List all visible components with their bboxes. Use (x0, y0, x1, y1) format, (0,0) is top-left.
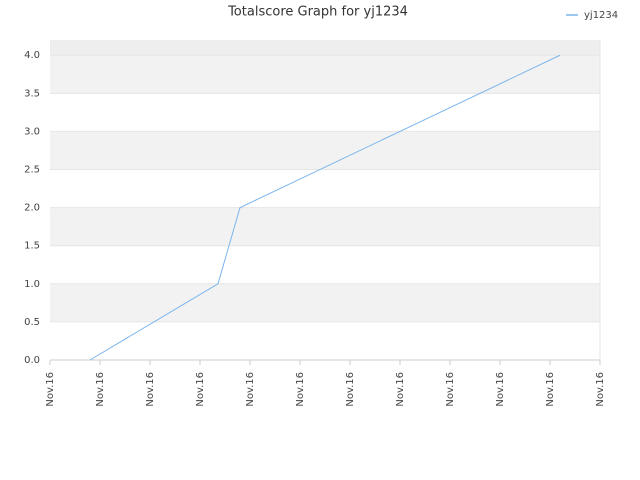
y-tick-label: 3.5 (24, 88, 40, 99)
x-tick-label: Nov.16 (295, 372, 306, 407)
y-tick-label: 2.5 (24, 165, 40, 176)
x-tick-label: Nov.16 (145, 372, 156, 407)
x-tick-label: Nov.16 (545, 372, 556, 407)
grid-band (50, 55, 600, 94)
legend-label: yj1234 (584, 10, 618, 21)
x-tick-label: Nov.16 (245, 372, 256, 407)
grid-band (50, 40, 600, 56)
y-tick-label: 1.0 (24, 279, 40, 290)
y-tick-label: 4.0 (24, 50, 40, 61)
x-tick-label: Nov.16 (395, 372, 406, 407)
y-tick-label: 3.0 (24, 126, 40, 137)
x-tick-label: Nov.16 (95, 372, 106, 407)
grid-band (50, 283, 600, 322)
x-tick-label: Nov.16 (495, 372, 506, 407)
x-tick-label: Nov.16 (345, 372, 356, 407)
grid-band (50, 131, 600, 170)
x-tick-label: Nov.16 (45, 372, 56, 407)
line (89, 54, 561, 361)
y-tick-label: 0.0 (24, 355, 40, 366)
y-tick-label: 2.0 (24, 203, 40, 214)
grid-band (50, 207, 600, 246)
x-tick-label: Nov.16 (195, 372, 206, 407)
x-tick-label: Nov.16 (595, 372, 606, 407)
y-tick-label: 1.5 (24, 241, 40, 252)
y-tick-label: 0.5 (24, 317, 40, 328)
chart-title: Totalscore Graph for yj1234 (227, 5, 408, 20)
x-tick-label: Nov.16 (445, 372, 456, 407)
